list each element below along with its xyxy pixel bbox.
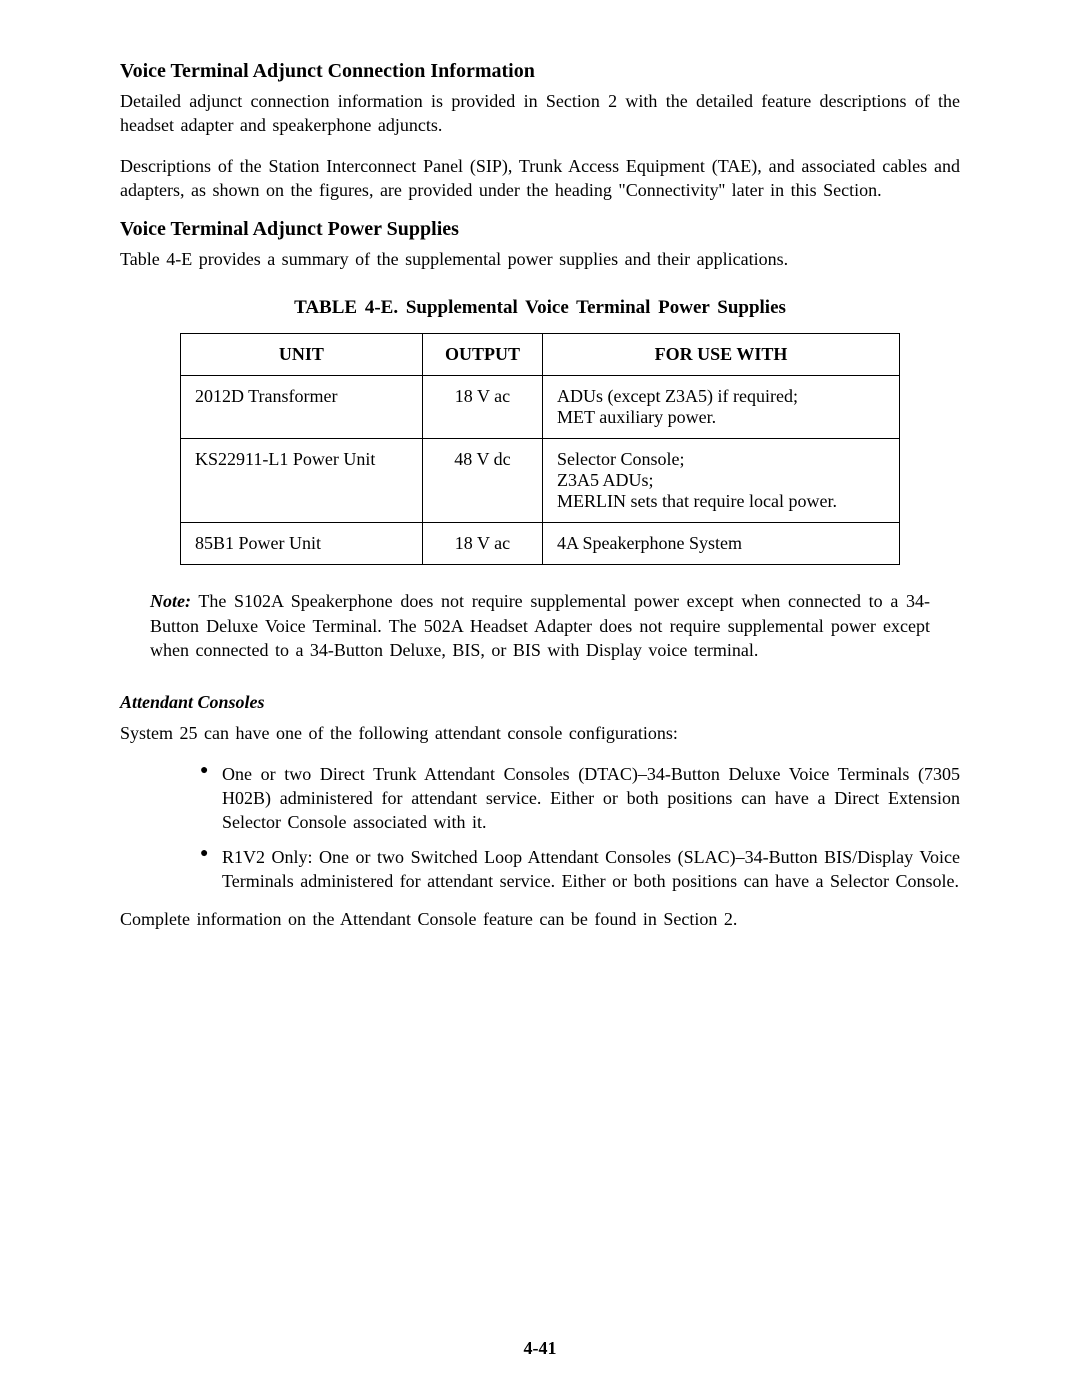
cell-unit: KS22911-L1 Power Unit — [181, 439, 423, 523]
attendant-bullet-list: One or two Direct Trunk Attendant Consol… — [200, 762, 960, 893]
cell-output: 48 V dc — [422, 439, 542, 523]
para-attendant-intro: System 25 can have one of the following … — [120, 721, 960, 745]
para-attendant-closing: Complete information on the Attendant Co… — [120, 907, 960, 931]
para-connectivity: Descriptions of the Station Interconnect… — [120, 154, 960, 203]
note-label: Note: — [150, 591, 191, 611]
heading-power-supplies: Voice Terminal Adjunct Power Supplies — [120, 218, 960, 241]
heading-adjunct-connection: Voice Terminal Adjunct Connection Inform… — [120, 60, 960, 83]
table-row: KS22911-L1 Power Unit 48 V dc Selector C… — [181, 439, 900, 523]
list-item: One or two Direct Trunk Attendant Consol… — [200, 762, 960, 835]
cell-use: Selector Console; Z3A5 ADUs; MERLIN sets… — [543, 439, 900, 523]
page-number: 4-41 — [0, 1338, 1080, 1359]
cell-output: 18 V ac — [422, 376, 542, 439]
cell-unit: 2012D Transformer — [181, 376, 423, 439]
para-connection-info: Detailed adjunct connection information … — [120, 89, 960, 138]
table-caption: TABLE 4-E. Supplemental Voice Terminal P… — [120, 297, 960, 319]
list-item: R1V2 Only: One or two Switched Loop Atte… — [200, 845, 960, 894]
table-header-row: UNIT OUTPUT FOR USE WITH — [181, 334, 900, 376]
table-row: 2012D Transformer 18 V ac ADUs (except Z… — [181, 376, 900, 439]
cell-use: ADUs (except Z3A5) if required; MET auxi… — [543, 376, 900, 439]
note-block: Note: The S102A Speakerphone does not re… — [150, 589, 930, 662]
cell-unit: 85B1 Power Unit — [181, 523, 423, 565]
para-table-intro: Table 4-E provides a summary of the supp… — [120, 247, 960, 271]
col-output: OUTPUT — [422, 334, 542, 376]
col-use-with: FOR USE WITH — [543, 334, 900, 376]
cell-use: 4A Speakerphone System — [543, 523, 900, 565]
power-supply-table: UNIT OUTPUT FOR USE WITH 2012D Transform… — [180, 333, 900, 565]
col-unit: UNIT — [181, 334, 423, 376]
cell-output: 18 V ac — [422, 523, 542, 565]
table-row: 85B1 Power Unit 18 V ac 4A Speakerphone … — [181, 523, 900, 565]
note-text: The S102A Speakerphone does not require … — [150, 591, 930, 660]
page-container: Voice Terminal Adjunct Connection Inform… — [0, 0, 1080, 1389]
heading-attendant-consoles: Attendant Consoles — [120, 692, 960, 713]
